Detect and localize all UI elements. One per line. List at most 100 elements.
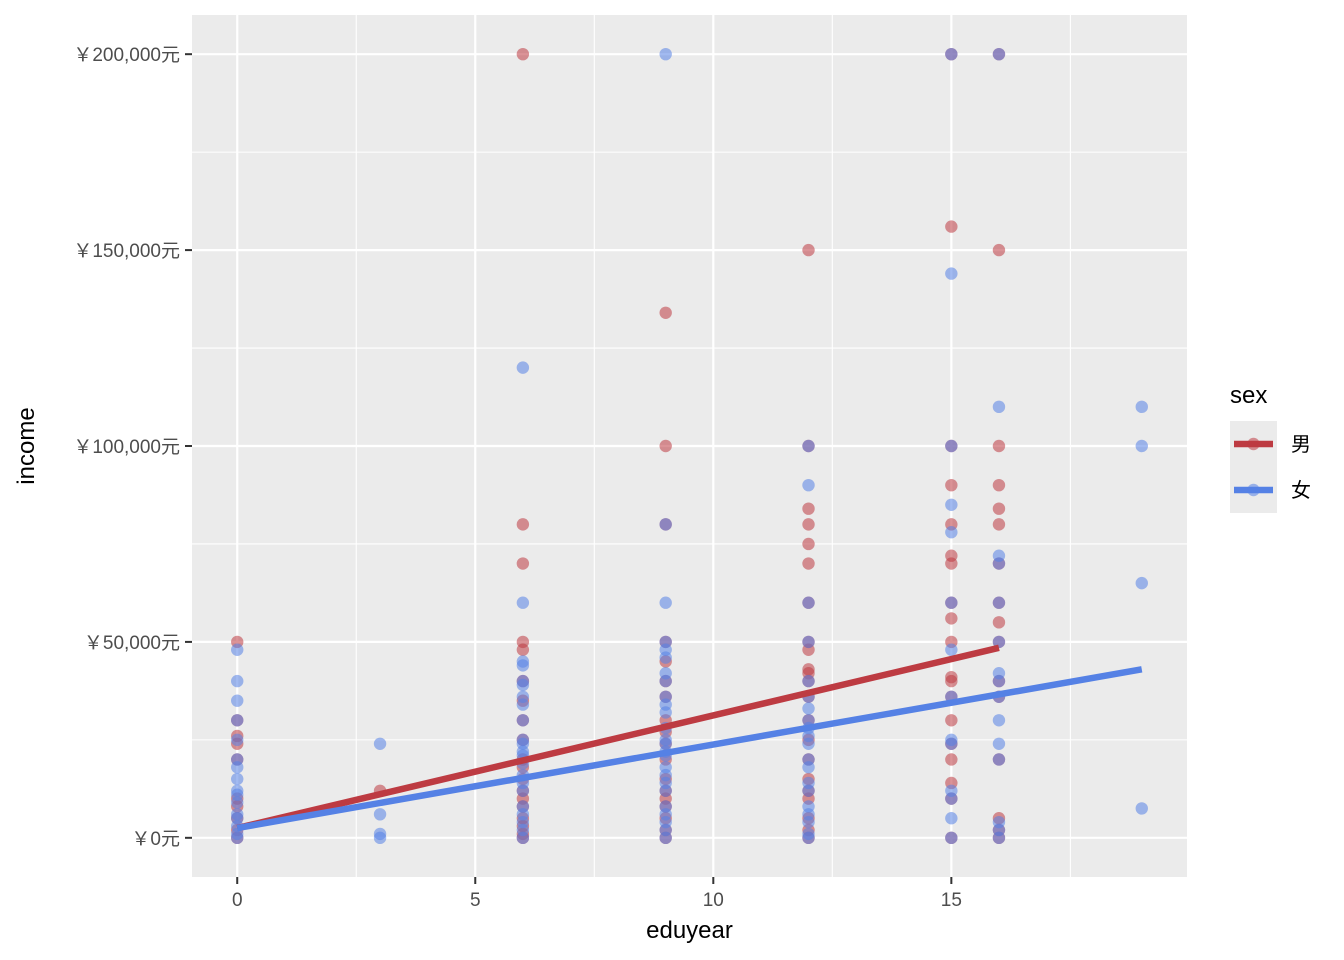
data-point xyxy=(945,812,958,825)
x-tick-label: 0 xyxy=(232,890,243,911)
data-point xyxy=(802,702,815,715)
data-point xyxy=(1135,400,1148,414)
y-tick-label: ￥0元 xyxy=(131,829,180,850)
data-point xyxy=(992,635,1006,649)
data-point xyxy=(516,518,530,531)
data-point xyxy=(945,478,958,492)
data-point xyxy=(373,808,387,821)
data-point xyxy=(802,478,815,492)
data-point xyxy=(659,651,672,664)
data-point xyxy=(992,439,1006,453)
y-axis: ￥0元 ￥50,000元 ￥100,000元 ￥150,000元 ￥200,000元 xyxy=(73,45,192,850)
data-point xyxy=(945,220,958,233)
data-point xyxy=(992,596,1006,609)
data-point xyxy=(231,714,244,727)
data-point xyxy=(516,678,530,692)
data-point xyxy=(992,400,1006,414)
data-point xyxy=(945,831,958,845)
data-point xyxy=(659,831,672,845)
data-point xyxy=(992,478,1006,492)
data-point xyxy=(945,439,958,453)
y-tick-label: ￥200,000元 xyxy=(73,45,180,66)
data-point xyxy=(1135,802,1148,815)
data-point xyxy=(945,643,958,656)
data-point xyxy=(992,616,1006,629)
legend-keys: 男女 xyxy=(1230,421,1311,513)
data-point xyxy=(945,714,958,727)
data-point xyxy=(516,643,530,656)
fit-lines xyxy=(236,644,1143,832)
data-point xyxy=(802,243,815,257)
data-point xyxy=(945,557,958,570)
x-tick-label: 10 xyxy=(703,890,724,911)
data-point xyxy=(231,831,244,845)
data-point xyxy=(659,306,672,319)
data-point xyxy=(992,557,1006,570)
data-point xyxy=(516,557,530,570)
data-point xyxy=(992,831,1006,845)
data-point xyxy=(945,612,958,625)
data-point xyxy=(516,831,530,845)
data-point xyxy=(231,674,244,688)
y-tick-label: ￥150,000元 xyxy=(73,241,180,262)
data-point xyxy=(231,772,244,786)
data-point xyxy=(802,831,815,845)
legend-label: 女 xyxy=(1291,478,1311,502)
legend-label: 男 xyxy=(1291,432,1311,456)
legend: sex 男女 xyxy=(1230,382,1311,513)
data-point xyxy=(945,737,958,750)
data-point xyxy=(659,706,672,719)
data-point xyxy=(802,635,815,649)
data-point xyxy=(992,47,1006,61)
data-point xyxy=(802,737,815,750)
grid-major xyxy=(192,15,1187,877)
data-point xyxy=(945,596,958,609)
legend-key-point xyxy=(1247,437,1260,451)
data-point xyxy=(516,596,530,609)
data-point xyxy=(659,596,672,609)
data-point xyxy=(231,761,244,774)
data-point xyxy=(516,784,530,797)
fit-line xyxy=(236,666,1143,832)
data-point xyxy=(516,714,530,727)
fit-line xyxy=(236,644,1000,832)
data-point xyxy=(802,596,815,609)
data-point xyxy=(992,714,1006,727)
data-point xyxy=(802,537,815,551)
data-point xyxy=(373,737,387,750)
data-point xyxy=(231,733,244,747)
x-tick-label: 15 xyxy=(941,890,962,911)
data-point xyxy=(992,753,1006,766)
data-point xyxy=(945,792,958,805)
data-point xyxy=(992,243,1006,257)
data-point xyxy=(945,674,958,688)
data-point xyxy=(802,815,815,829)
data-point xyxy=(802,557,815,570)
data-point xyxy=(516,659,530,672)
data-point xyxy=(802,518,815,531)
data-point xyxy=(945,526,958,539)
data-point xyxy=(945,498,958,511)
x-axis: 0 5 10 15 xyxy=(232,877,962,911)
data-point xyxy=(992,518,1006,531)
y-tick-label: ￥50,000元 xyxy=(84,633,180,654)
legend-title: sex xyxy=(1230,382,1267,409)
data-point xyxy=(992,502,1006,515)
data-point xyxy=(1135,576,1148,590)
data-point xyxy=(945,267,958,280)
data-point xyxy=(992,674,1006,688)
y-axis-title: income xyxy=(13,407,40,484)
data-point xyxy=(659,784,672,797)
data-point xyxy=(945,753,958,766)
data-point xyxy=(516,361,530,374)
y-tick-label: ￥100,000元 xyxy=(73,437,180,458)
legend-key-point xyxy=(1247,483,1260,497)
data-point xyxy=(802,761,815,774)
data-point xyxy=(516,698,530,711)
x-tick-label: 5 xyxy=(470,890,481,911)
data-point xyxy=(802,439,815,453)
data-point xyxy=(802,502,815,515)
data-point xyxy=(802,784,815,797)
x-axis-title: eduyear xyxy=(646,917,733,944)
